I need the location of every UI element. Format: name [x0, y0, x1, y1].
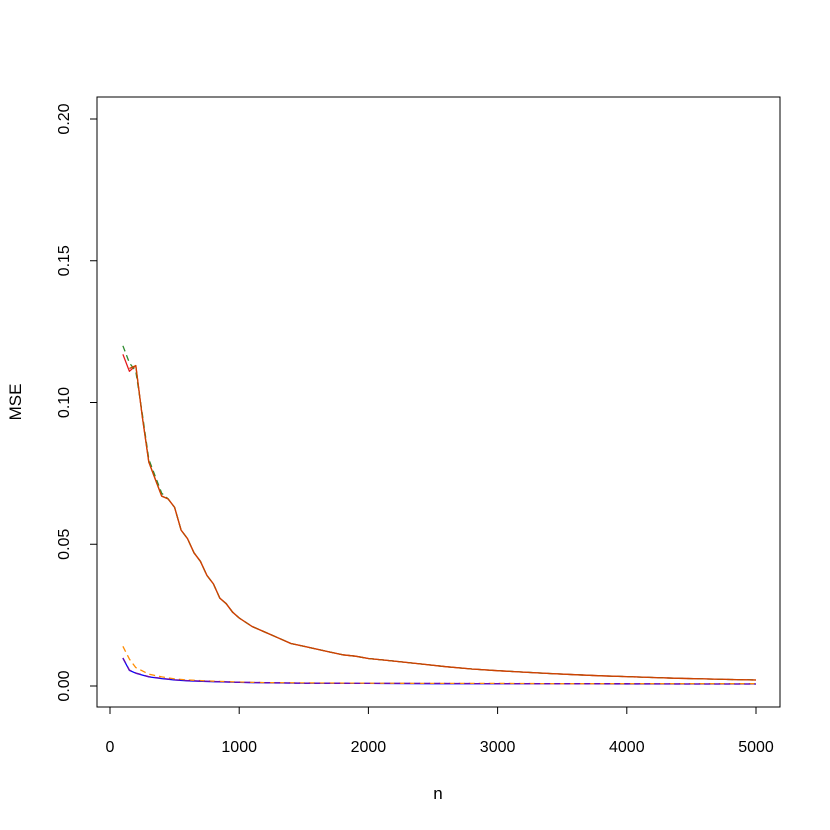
series-line-4	[122, 657, 756, 685]
y-axis-title: MSE	[6, 384, 25, 421]
series-line-1	[122, 354, 757, 681]
y-tick-label: 0.05	[56, 529, 73, 560]
x-tick-label: 1000	[221, 739, 257, 756]
y-tick-label: 0.15	[56, 245, 73, 276]
x-tick-label: 5000	[738, 739, 774, 756]
x-tick-label: 4000	[609, 739, 645, 756]
series-layer	[122, 345, 757, 685]
series-line-5	[122, 646, 756, 685]
y-tick-label: 0.10	[56, 387, 73, 418]
x-axis-title: n	[433, 784, 442, 803]
plot-frame	[96, 96, 781, 708]
y-tick-label: 0.00	[56, 670, 73, 701]
x-tick-label: 3000	[480, 739, 516, 756]
series-line-3	[129, 364, 757, 681]
series-line-2	[122, 345, 757, 681]
x-tick-label: 2000	[351, 739, 387, 756]
y-axis: 0.00 0.05 0.10 0.15 0.20	[56, 103, 98, 702]
y-tick-label: 0.20	[56, 103, 73, 134]
x-axis: 0 1000 2000 3000 4000 5000	[106, 706, 774, 756]
series-line-6	[122, 657, 756, 685]
x-tick-label: 0	[106, 739, 115, 756]
